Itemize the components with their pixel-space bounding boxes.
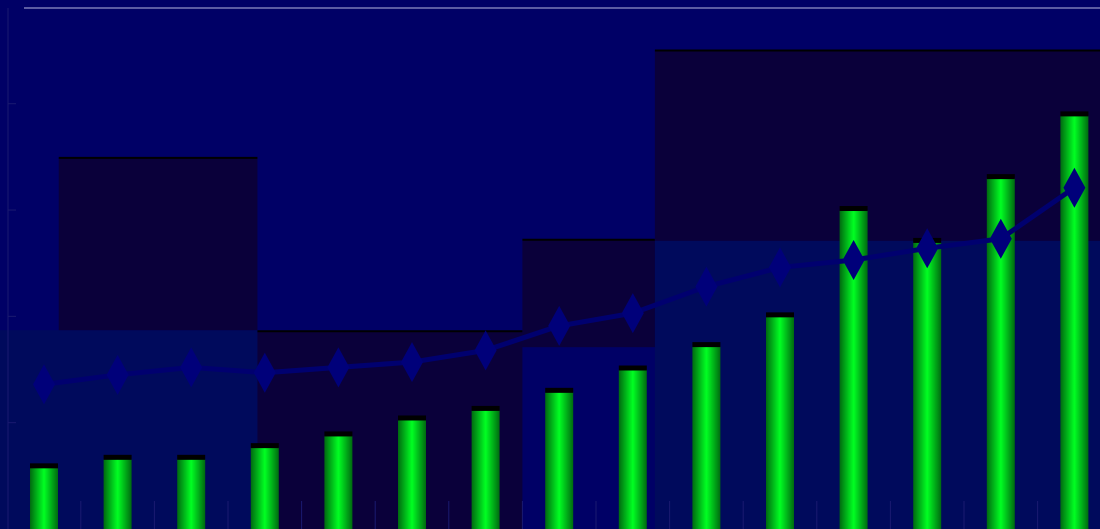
bar-cap-10	[692, 342, 721, 348]
line-marker-5	[327, 347, 350, 388]
line-marker-1	[33, 364, 55, 405]
line-marker-6	[401, 342, 423, 383]
shade-layer	[58, 49, 1100, 529]
bar-6	[398, 419, 426, 529]
bar-cap-6	[398, 415, 426, 421]
line-marker-7	[474, 330, 497, 371]
line-marker-11	[769, 247, 791, 288]
marker-layer	[33, 167, 1086, 405]
line-marker-8	[548, 305, 571, 346]
line-marker-15	[1063, 167, 1086, 208]
line-marker-13	[916, 228, 939, 269]
line-marker-4	[253, 352, 276, 393]
line-marker-9	[621, 293, 644, 334]
band-region-2	[654, 240, 1100, 529]
bar-cap-7	[471, 405, 500, 411]
bar-cap-11	[766, 312, 794, 318]
bar-cap-14	[986, 174, 1015, 180]
band-layer	[0, 240, 1100, 529]
bar-cap-9	[618, 365, 647, 371]
line-marker-10	[695, 266, 718, 307]
bar-cap-3	[177, 454, 206, 460]
bar-layer	[30, 111, 1089, 529]
bar-11	[766, 316, 794, 529]
bar-7	[471, 409, 500, 529]
shaded-region-4	[654, 50, 1100, 241]
axis-layer	[7, 7, 1100, 529]
bar-3	[177, 458, 206, 529]
line-marker-14	[989, 218, 1012, 259]
bar-5	[324, 435, 353, 529]
bar-9	[618, 369, 647, 529]
bar-8	[545, 391, 574, 529]
bar-cap-12	[839, 206, 868, 212]
bar-cap-1	[30, 463, 58, 469]
line-marker-3	[180, 347, 203, 388]
bar-1	[30, 467, 58, 529]
bar-2	[103, 458, 132, 529]
line-marker-12	[842, 239, 865, 280]
bar-cap-15	[1060, 111, 1089, 117]
bar-4	[250, 447, 279, 529]
bar-cap-8	[545, 387, 574, 393]
bar-10	[692, 346, 721, 529]
bar-cap-5	[324, 431, 353, 437]
line-marker-2	[106, 354, 129, 395]
bar-cap-4	[250, 443, 279, 449]
shaded-region-1	[58, 157, 258, 331]
bar-cap-2	[103, 454, 132, 460]
bar-13	[913, 241, 942, 529]
